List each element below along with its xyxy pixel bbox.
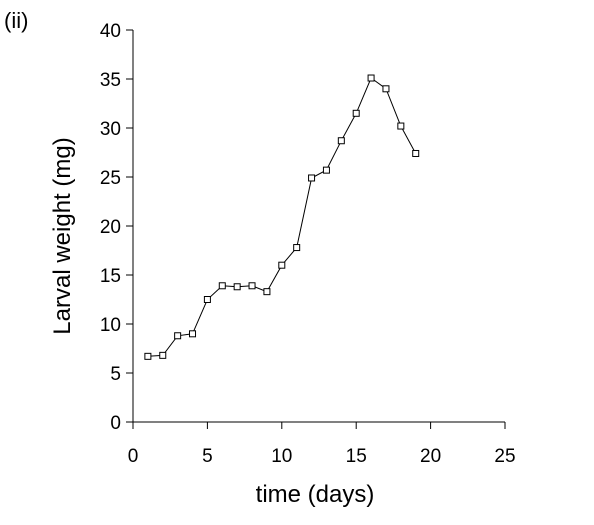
y-tick-label: 20: [100, 217, 121, 238]
x-tick-label: 25: [494, 446, 515, 467]
tick-labels: 0 5 10 15 20 25 30 35 40 0 5 10 15 20 25: [100, 21, 516, 467]
x-axis-title: time (days): [256, 481, 375, 508]
data-point: [174, 332, 182, 340]
x-tick-label: 20: [420, 446, 441, 467]
series-line: [147, 77, 417, 357]
data-point: [293, 244, 301, 252]
data-point: [218, 282, 226, 290]
data-point: [278, 261, 286, 269]
data-point: [412, 149, 420, 157]
data-point: [233, 283, 241, 291]
data-point: [263, 288, 271, 296]
y-tick-label: 10: [100, 315, 121, 336]
axes: [132, 30, 505, 423]
ticks: [126, 29, 506, 429]
y-tick-label: 15: [100, 266, 121, 287]
series-line-group: [147, 77, 417, 357]
data-point: [367, 74, 375, 82]
x-tick-label: 15: [346, 446, 367, 467]
y-tick-label: 25: [100, 168, 121, 189]
data-point: [144, 352, 152, 360]
y-axis-title: Larval weight (mg): [49, 137, 76, 334]
data-point: [352, 109, 360, 117]
y-tick-label: 30: [100, 119, 121, 140]
panel-label: (ii): [4, 8, 29, 33]
data-point: [189, 330, 197, 338]
data-points: [144, 74, 420, 360]
data-point: [248, 282, 256, 290]
data-point: [308, 174, 316, 182]
data-point: [203, 296, 211, 303]
data-point: [397, 122, 405, 130]
y-tick-label: 0: [110, 413, 121, 434]
y-tick-label: 35: [100, 70, 121, 91]
data-point: [159, 351, 167, 359]
data-point: [322, 166, 330, 174]
x-tick-label: 10: [271, 446, 292, 467]
y-tick-label: 40: [100, 21, 121, 42]
x-tick-label: 5: [202, 446, 213, 467]
x-tick-label: 0: [128, 446, 139, 467]
data-point: [337, 137, 345, 145]
data-point: [382, 85, 390, 93]
y-tick-label: 5: [110, 364, 121, 385]
